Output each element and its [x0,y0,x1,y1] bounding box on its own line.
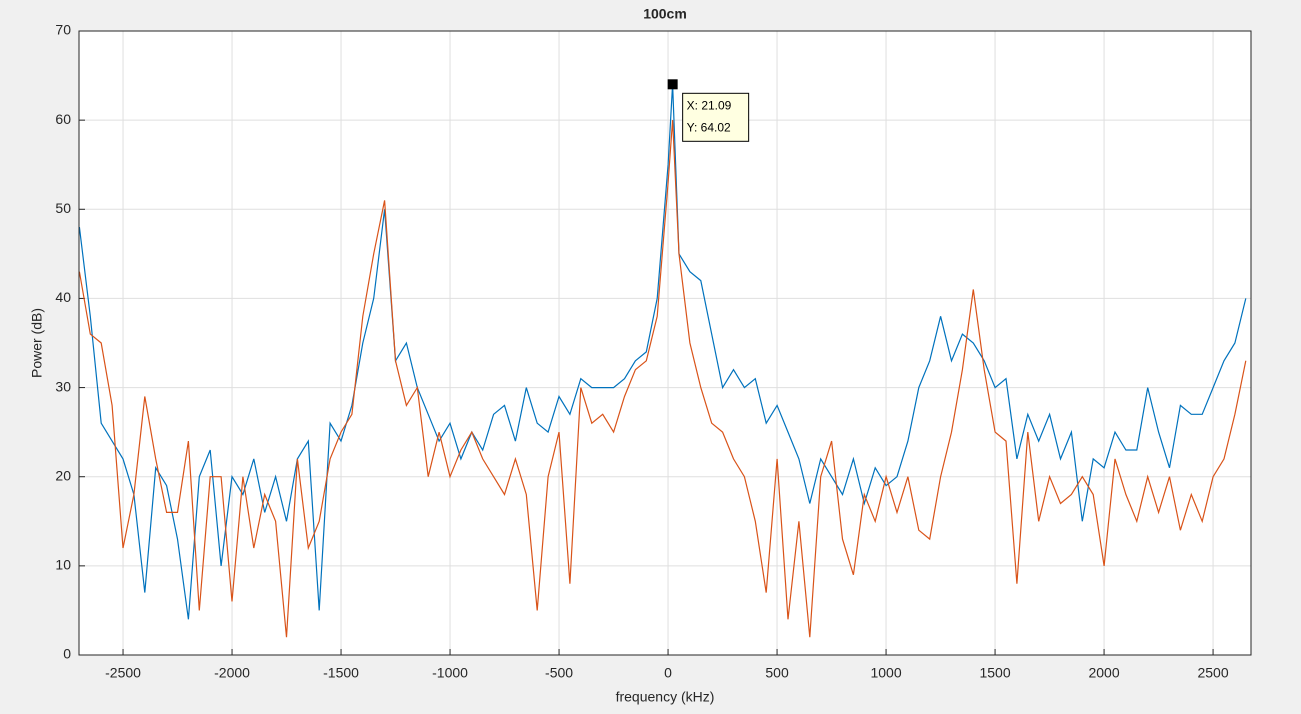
x-tick-label: -2000 [214,665,250,681]
plot-lines [79,84,1247,638]
chart-title: 100cm [643,6,687,22]
x-tick-label: -2500 [105,665,141,681]
x-tick-label: -1500 [323,665,359,681]
y-tick-label: 60 [55,111,71,127]
x-tick-label: 0 [664,665,672,681]
y-axis-label: Power (dB) [29,308,45,378]
x-tick-label: 1500 [979,665,1010,681]
y-tick-label: 30 [55,378,71,394]
x-tick-label: -500 [545,665,573,681]
datatip-text: X: 21.09 [687,98,732,112]
plot-area [79,31,1251,655]
series-line [79,120,1247,638]
datatip-box [682,92,750,142]
x-axis-label: frequency (kHz) [616,689,715,705]
x-tick-label: 1000 [870,665,901,681]
y-tick-label: 20 [55,467,71,483]
axes-box [78,30,1252,656]
y-tick-label: 0 [63,646,71,662]
x-tick-label: -1000 [432,665,468,681]
x-tick-label: 500 [765,665,789,681]
datatip-text: Y: 64.02 [687,120,731,134]
y-tick-label: 70 [55,22,71,38]
y-tick-label: 40 [55,289,71,305]
y-tick-label: 10 [55,557,71,573]
series-line [79,84,1247,620]
x-tick-label: 2500 [1197,665,1228,681]
y-tick-label: 50 [55,200,71,216]
x-tick-label: 2000 [1088,665,1119,681]
datatip-marker [667,79,678,90]
